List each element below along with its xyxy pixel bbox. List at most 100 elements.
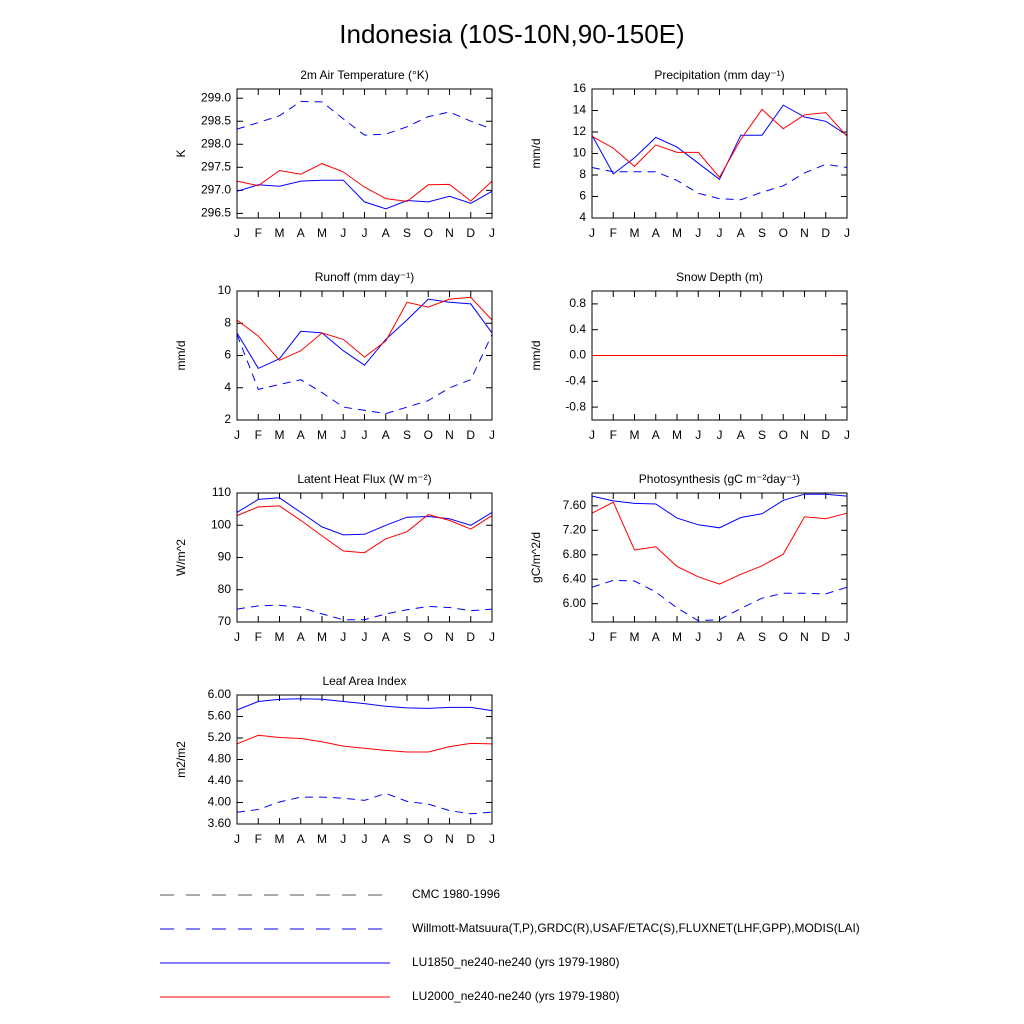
plot-frame: [236, 88, 493, 219]
x-tick-label: N: [800, 630, 809, 644]
y-tick-label: 6: [224, 348, 231, 362]
series-line: [236, 734, 493, 753]
y-tick-label: 4.80: [208, 752, 232, 766]
y-tick-label: 4: [224, 380, 231, 394]
series-line: [236, 792, 493, 815]
x-tick-label: N: [800, 428, 809, 442]
y-tick-label: 0.4: [569, 322, 586, 336]
y-tick-label: 10: [573, 146, 587, 160]
y-tick-label: 12: [573, 124, 587, 138]
y-tick-label: 6.00: [208, 687, 232, 701]
x-tick-label: D: [821, 630, 830, 644]
panel-title: 2m Air Temperature (°K): [300, 68, 429, 82]
x-tick-label: A: [652, 226, 660, 240]
y-tick-label: 0.0: [569, 348, 586, 362]
x-tick-label: A: [297, 832, 305, 846]
x-tick-label: D: [466, 630, 475, 644]
x-tick-label: A: [737, 428, 745, 442]
series-line: [236, 698, 493, 712]
series-line: [236, 163, 493, 202]
x-tick-label: J: [717, 428, 723, 442]
plot-frame: [236, 492, 493, 623]
plot-frame: [236, 694, 493, 825]
x-tick-label: M: [317, 832, 327, 846]
series-line: [236, 334, 493, 415]
legend-label: Willmott-Matsuura(T,P),GRDC(R),USAF/ETAC…: [412, 921, 860, 935]
x-tick-label: D: [821, 226, 830, 240]
x-tick-label: M: [630, 226, 640, 240]
x-tick-label: D: [466, 428, 475, 442]
panel-title: Latent Heat Flux (W m⁻²): [297, 472, 431, 486]
y-axis-label: gC/m^2/d: [529, 532, 543, 583]
series-line: [591, 493, 848, 529]
x-tick-label: J: [362, 428, 368, 442]
x-tick-label: D: [466, 226, 475, 240]
y-tick-label: 110: [212, 485, 231, 499]
x-tick-label: M: [275, 226, 285, 240]
x-tick-label: D: [466, 832, 475, 846]
x-tick-label: J: [695, 630, 701, 644]
y-tick-label: 14: [573, 103, 587, 117]
y-tick-label: 6: [579, 189, 586, 203]
x-tick-label: F: [610, 630, 617, 644]
x-tick-label: F: [255, 428, 262, 442]
x-tick-label: F: [610, 428, 617, 442]
x-tick-label: F: [255, 630, 262, 644]
y-tick-label: 298.5: [201, 113, 231, 127]
y-axis-label: mm/d: [174, 341, 188, 371]
figure-title: Indonesia (10S-10N,90-150E): [339, 19, 684, 49]
x-tick-label: J: [362, 630, 368, 644]
x-tick-label: J: [489, 428, 495, 442]
x-tick-label: O: [779, 226, 788, 240]
series-line: [591, 108, 848, 179]
plot-frame: [236, 290, 493, 421]
x-tick-label: A: [652, 630, 660, 644]
x-tick-label: N: [445, 832, 454, 846]
x-tick-label: J: [844, 630, 850, 644]
x-tick-label: F: [255, 226, 262, 240]
x-tick-label: A: [382, 832, 390, 846]
x-tick-label: J: [340, 226, 346, 240]
x-tick-label: A: [652, 428, 660, 442]
x-tick-label: J: [589, 226, 595, 240]
y-tick-label: 2: [224, 412, 231, 426]
x-tick-label: A: [297, 428, 305, 442]
x-tick-label: A: [297, 226, 305, 240]
x-tick-label: J: [362, 832, 368, 846]
x-tick-label: S: [403, 630, 411, 644]
x-tick-label: S: [403, 226, 411, 240]
y-tick-label: 5.20: [208, 730, 232, 744]
y-tick-label: 3.60: [208, 816, 232, 830]
x-tick-label: N: [445, 226, 454, 240]
y-tick-label: 100: [211, 517, 231, 531]
x-tick-label: F: [610, 226, 617, 240]
x-tick-label: J: [717, 630, 723, 644]
plot-frame: [591, 88, 848, 219]
series-line: [591, 163, 848, 201]
x-tick-label: A: [737, 630, 745, 644]
x-tick-label: A: [737, 226, 745, 240]
y-tick-label: 4.40: [208, 773, 232, 787]
y-tick-label: 296.5: [201, 206, 231, 220]
x-tick-label: M: [672, 428, 682, 442]
x-tick-label: O: [779, 428, 788, 442]
x-tick-label: J: [844, 428, 850, 442]
legend-label: LU2000_ne240-ne240 (yrs 1979-1980): [412, 989, 620, 1003]
panel-title: Snow Depth (m): [676, 270, 763, 284]
y-tick-label: 70: [218, 614, 232, 628]
y-tick-label: 297.0: [201, 183, 231, 197]
x-tick-label: M: [275, 428, 285, 442]
x-tick-label: M: [630, 630, 640, 644]
x-tick-label: J: [844, 226, 850, 240]
x-tick-label: J: [489, 832, 495, 846]
y-tick-label: 6.40: [563, 571, 587, 585]
x-tick-label: M: [275, 630, 285, 644]
x-tick-label: J: [589, 630, 595, 644]
x-tick-label: J: [234, 630, 240, 644]
y-tick-label: 8: [224, 315, 231, 329]
y-tick-label: -0.8: [565, 399, 586, 413]
x-tick-label: F: [255, 832, 262, 846]
x-tick-label: J: [362, 226, 368, 240]
x-tick-label: S: [403, 428, 411, 442]
